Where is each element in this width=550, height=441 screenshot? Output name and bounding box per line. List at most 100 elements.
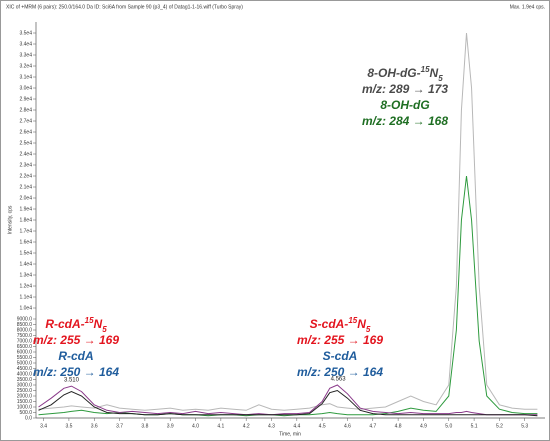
y-tick-label: 3500.0 [17,377,33,383]
x-tick-label: 3.5 [65,423,72,429]
y-tick-label: 3.1e4 [19,74,32,80]
y-tick-label: 3000.0 [17,382,33,388]
x-tick-label: 5.0 [445,423,452,429]
y-tick-label: 1.1e4 [19,294,32,300]
y-tick-label: 1.3e4 [19,272,32,278]
x-tick-label: 3.7 [116,423,123,429]
x-tick-label: 4.6 [344,423,351,429]
annotation: m/z: 250 → 164 [33,365,119,379]
y-tick-label: 2.8e4 [19,107,32,113]
peak-label: 3.510 [64,378,80,384]
annotation-element: N [357,317,366,331]
y-tick-label: 2.0e4 [19,195,32,201]
y-tick-label: 7500.0 [17,333,33,339]
y-tick-label: 2.4e4 [19,151,32,157]
annotation: S-cdA [323,349,358,363]
y-tick-label: 6000.0 [17,349,33,355]
y-tick-label: 1.9e4 [19,206,32,212]
y-tick-label: 2.5e4 [19,140,32,146]
annotation: m/z: 250 → 164 [297,365,383,379]
series-line [38,175,538,417]
annotation: 8-OH-dG-15N5 [367,65,443,83]
y-tick-label: 2000.0 [17,393,33,399]
annotation-count: 5 [102,325,107,334]
annotation-count: 5 [366,325,371,334]
y-tick-label: 2.1e4 [19,184,32,190]
series-line [38,32,538,411]
x-tick-label: 5.2 [496,423,503,429]
x-axis-label: Time, min [279,431,301,437]
y-tick-label: 6500.0 [17,344,33,350]
peak-label: 4.563 [331,377,347,383]
chart-title: XIC of +MRM (6 pairs): 250.0/164.0 Da ID… [6,4,243,10]
annotation-isotope: 15 [348,316,357,325]
annotation-text: R-cdA [58,349,93,363]
x-tick-label: 4.3 [268,423,275,429]
annotation-name: 8-OH-dG- [367,66,420,80]
y-tick-label: 3.4e4 [19,41,32,47]
annotation: 8-OH-dG [380,98,429,112]
y-tick-label: 1.7e4 [19,228,32,234]
annotation-text: m/z: 250 → 164 [33,365,119,379]
x-tick-label: 4.7 [369,423,376,429]
annotation-text: m/z: 250 → 164 [297,365,383,379]
y-tick-label: 9000.0 [17,316,33,322]
annotation-isotope: 15 [421,65,430,74]
y-tick-label: 1.8e4 [19,217,32,223]
y-tick-label: 2.6e4 [19,129,32,135]
y-tick-label: 3.5e4 [19,30,32,36]
y-tick-label: 8500.0 [17,322,33,328]
annotation: m/z: 255 → 169 [297,333,383,347]
y-tick-label: 2.7e4 [19,118,32,124]
y-tick-label: 0.0 [25,415,32,421]
annotation-text: m/z: 255 → 169 [297,333,383,347]
y-axis-label: Intensity, cps [7,205,13,234]
annotation-text: S-cdA [323,349,358,363]
series-line [38,389,538,417]
annotation-name: S-cdA- [310,317,349,331]
y-tick-label: 3.0e4 [19,85,32,91]
annotation: R-cdA-15N5 [45,316,107,334]
annotation: S-cdA-15N5 [310,316,371,334]
y-tick-label: 5000.0 [17,360,33,366]
x-tick-label: 4.1 [217,423,224,429]
annotation: m/z: 289 → 173 [362,82,448,96]
y-tick-label: 3.3e4 [19,52,32,58]
y-tick-label: 5500.0 [17,355,33,361]
series-line [38,384,538,416]
y-tick-label: 3.2e4 [19,63,32,69]
x-tick-label: 5.3 [521,423,528,429]
x-tick-label: 4.8 [395,423,402,429]
annotation-text: 8-OH-dG [380,98,429,112]
y-tick-label: 2.3e4 [19,162,32,168]
y-tick-label: 4000.0 [17,371,33,377]
x-tick-label: 3.4 [40,423,47,429]
y-tick-label: 1000.0 [17,404,33,410]
y-tick-label: 1.2e4 [19,283,32,289]
x-tick-label: 3.8 [141,423,148,429]
y-tick-label: 1500.0 [17,399,33,405]
y-tick-label: 1.6e4 [19,239,32,245]
y-tick-label: 7000.0 [17,338,33,344]
x-tick-label: 4.5 [319,423,326,429]
annotation-text: m/z: 284 → 168 [362,114,448,128]
annotation-element: N [94,317,103,331]
y-tick-label: 8000.0 [17,327,33,333]
annotation-text: m/z: 289 → 173 [362,82,448,96]
x-tick-label: 4.9 [420,423,427,429]
y-tick-label: 2.9e4 [19,96,32,102]
annotation-text: m/z: 255 → 169 [33,333,119,347]
y-tick-label: 1.5e4 [19,250,32,256]
annotation-element: N [430,66,439,80]
y-tick-label: 500.0 [19,410,32,416]
x-tick-label: 3.6 [91,423,98,429]
x-tick-label: 4.4 [293,423,300,429]
annotation-count: 5 [438,74,443,83]
y-tick-label: 4500.0 [17,366,33,372]
annotation: m/z: 255 → 169 [33,333,119,347]
annotation: R-cdA [58,349,93,363]
chart-subtitle: Max. 1.9e4 cps. [510,4,545,10]
annotation-name: R-cdA- [45,317,84,331]
y-tick-label: 1.0e4 [19,305,32,311]
